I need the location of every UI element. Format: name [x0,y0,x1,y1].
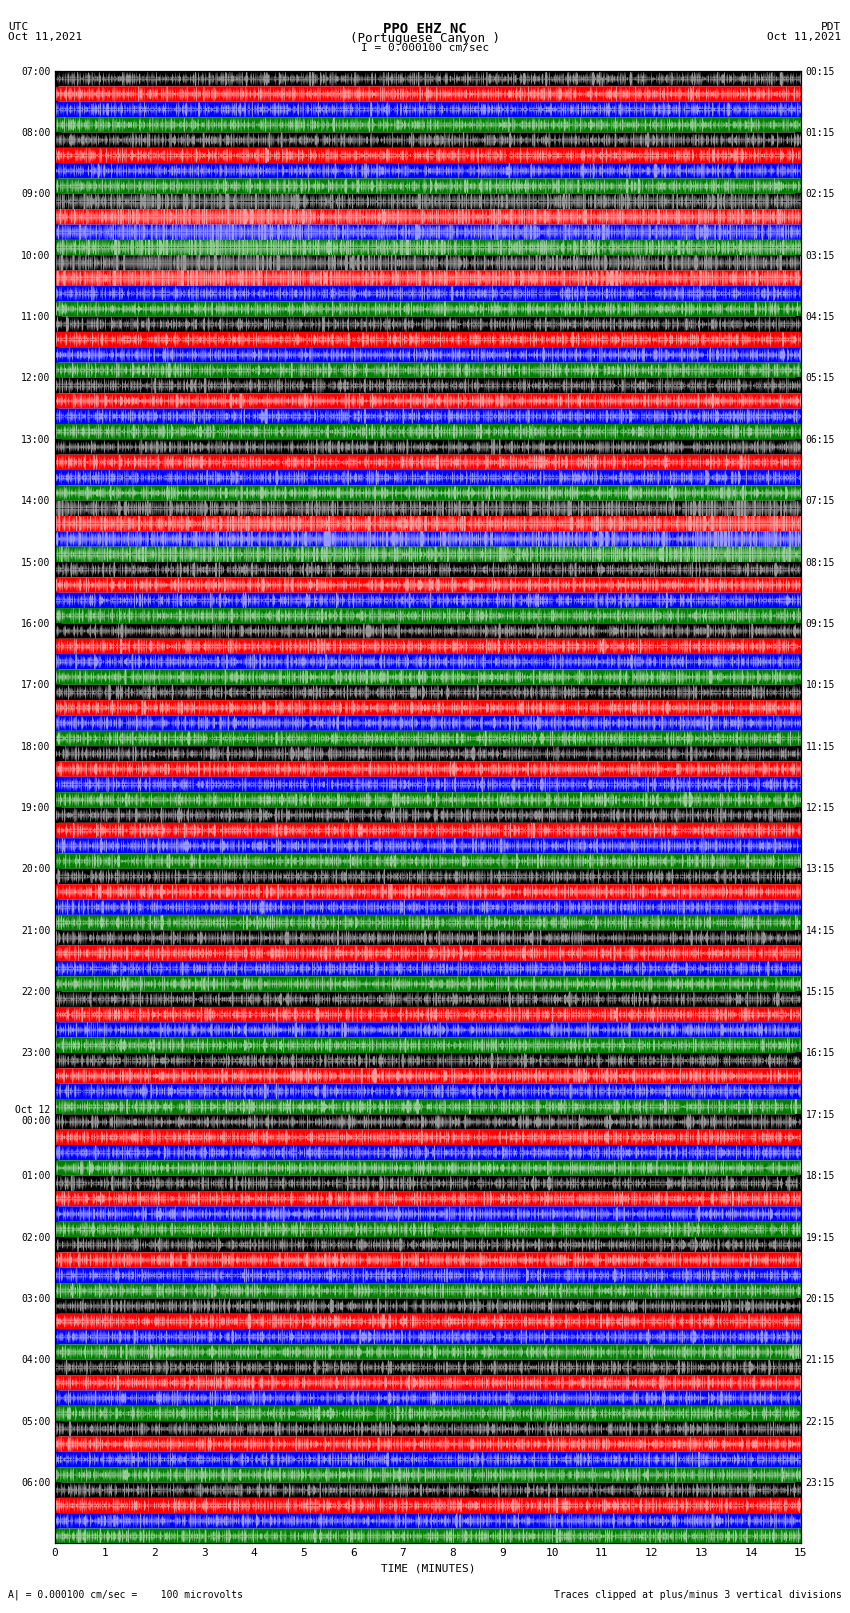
Text: I = 0.000100 cm/sec: I = 0.000100 cm/sec [361,44,489,53]
Text: PDT: PDT [821,23,842,32]
Text: UTC: UTC [8,23,29,32]
Text: PPO EHZ NC: PPO EHZ NC [383,23,467,35]
Text: A| = 0.000100 cm/sec =    100 microvolts: A| = 0.000100 cm/sec = 100 microvolts [8,1589,243,1600]
X-axis label: TIME (MINUTES): TIME (MINUTES) [381,1565,475,1574]
Text: Oct 11,2021: Oct 11,2021 [768,32,842,42]
Text: Oct 11,2021: Oct 11,2021 [8,32,82,42]
Text: (Portuguese Canyon ): (Portuguese Canyon ) [350,32,500,45]
Text: Traces clipped at plus/minus 3 vertical divisions: Traces clipped at plus/minus 3 vertical … [553,1590,842,1600]
